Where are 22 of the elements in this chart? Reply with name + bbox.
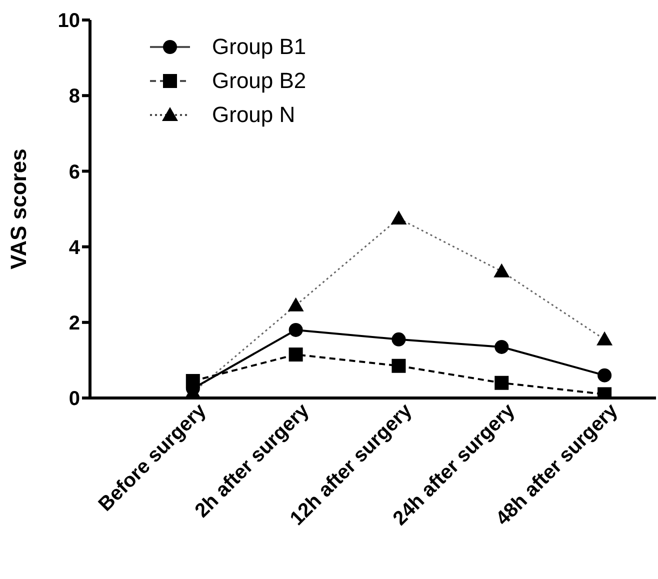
point — [288, 297, 304, 312]
point — [390, 210, 407, 224]
point — [288, 322, 303, 337]
point — [494, 376, 509, 390]
point — [598, 368, 612, 382]
y-tick-label: 6 — [68, 161, 80, 184]
point — [186, 374, 200, 388]
point — [494, 263, 510, 278]
y-tick-label: 4 — [68, 236, 81, 259]
y-tick-label: 2 — [68, 312, 80, 334]
point — [596, 331, 613, 346]
y-tick-label: 10 — [58, 10, 80, 32]
legend-label: Group N — [212, 102, 296, 128]
point — [494, 340, 509, 354]
y-tick-label: 8 — [68, 86, 80, 108]
point — [392, 358, 406, 373]
y-axis-title: VAS scores — [6, 148, 31, 270]
point — [392, 332, 406, 346]
legend-label: Group B2 — [212, 68, 306, 94]
legend-label: Group B1 — [212, 34, 306, 60]
y-tick-label: 0 — [68, 388, 80, 410]
point — [288, 348, 303, 362]
